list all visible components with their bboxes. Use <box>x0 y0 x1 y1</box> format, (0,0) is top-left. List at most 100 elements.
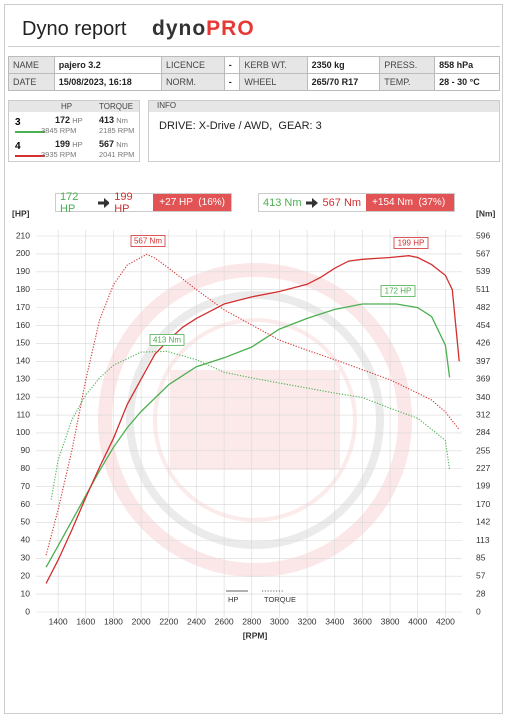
torque-rpm: 2041 RPM <box>99 150 135 159</box>
y-tick-label: 20 <box>21 570 31 580</box>
hp-rpm: 3935 RPM <box>41 150 77 159</box>
annotation-box <box>130 235 166 247</box>
brand: dynoPRO <box>152 17 255 41</box>
y2-tick-label: 539 <box>476 266 490 276</box>
report-frame <box>4 4 503 714</box>
y2-tick-label: 312 <box>476 409 490 419</box>
info-value: pajero 3.2 <box>53 56 162 74</box>
info-value: 28 - 30 °C <box>434 73 500 91</box>
hp-rpm: 3845 RPM <box>41 126 77 135</box>
info-label: LICENCE <box>160 56 225 74</box>
hp-value: 172 <box>55 115 71 125</box>
y-tick-label: 40 <box>21 535 31 545</box>
runs-header: HP TORQUE <box>9 101 139 112</box>
info-value: - <box>223 73 241 91</box>
comparison-delta: +154 Nm (37%) <box>366 194 454 211</box>
x-tick-label: 4200 <box>436 616 455 626</box>
info-row: DATE 15/08/2023, 16:18 NORM. - WHEEL 265/70 R… <box>8 73 500 91</box>
y-tick-label: 110 <box>16 409 30 419</box>
x-tick-label: 2400 <box>187 616 206 626</box>
info-label: WHEEL <box>239 73 308 91</box>
y2-tick-label: 482 <box>476 302 490 312</box>
x-tick-label: 1400 <box>49 616 68 626</box>
annotation: 567 Nm <box>134 237 162 246</box>
y2-tick-label: 0 <box>476 606 481 616</box>
x-tick-label: 4000 <box>408 616 427 626</box>
y-tick-label: 140 <box>16 356 30 366</box>
info-label: KERB WT. <box>239 56 308 74</box>
y-tick-label: 120 <box>16 391 30 401</box>
info-row: NAME pajero 3.2 LICENCE - KERB WT. 2350 kg PRE… <box>8 56 500 74</box>
x-tick-label: 3200 <box>298 616 317 626</box>
info-label: TEMP. <box>379 73 436 91</box>
comparison-from: 172 HP <box>60 190 79 215</box>
y2-tick-label: 57 <box>476 570 486 580</box>
y2-axis-label: [Nm] <box>476 208 496 218</box>
data-line <box>50 350 451 500</box>
comparison-to: 567 Nm <box>322 196 362 209</box>
x-tick-label: 3400 <box>325 616 344 626</box>
run-hp: 199 HP <box>55 139 83 149</box>
y-tick-label: 60 <box>21 499 31 509</box>
y2-tick-label: 454 <box>476 320 490 330</box>
watermark <box>98 263 412 577</box>
y2-tick-label: 397 <box>476 356 490 366</box>
hp-unit: HP <box>72 140 83 149</box>
info-text: DRIVE: X-Drive / AWD, GEAR: 3 <box>159 120 322 132</box>
y-tick-label: 200 <box>16 248 30 258</box>
info-title: INFO <box>149 101 499 112</box>
hp-value: 199 <box>55 139 71 149</box>
y2-tick-label: 511 <box>476 284 490 294</box>
y-tick-label: 30 <box>21 553 31 563</box>
y-tick-label: 50 <box>21 517 31 527</box>
arrow <box>98 197 110 208</box>
torque-unit: Nm <box>116 116 128 125</box>
run-row: 4 199 HP 3935 RPM 567 Nm 2041 RPM <box>9 138 139 162</box>
y2-tick-label: 142 <box>476 517 490 527</box>
x-tick-label: 3800 <box>381 616 400 626</box>
y2-tick-label: 85 <box>476 553 486 563</box>
y2-tick-label: 284 <box>476 427 490 437</box>
run-number: 3 <box>15 117 21 128</box>
annotation: 199 HP <box>398 239 425 248</box>
info-box: INFO DRIVE: X-Drive / AWD, GEAR: 3 <box>148 100 500 162</box>
info-value: 265/70 R17 <box>306 73 381 91</box>
annotation: 413 Nm <box>153 336 181 345</box>
annotation: 172 HP <box>385 287 412 296</box>
hp-unit: HP <box>72 116 83 125</box>
y-tick-label: 130 <box>16 373 30 383</box>
arrow-shape <box>305 197 318 208</box>
y2-tick-label: 199 <box>476 481 490 491</box>
torque-rpm: 2185 RPM <box>99 126 135 135</box>
y2-tick-label: 255 <box>476 445 490 455</box>
legend-label: TORQUE <box>264 595 296 604</box>
legend-label: HP <box>228 595 238 604</box>
x-tick-label: 2000 <box>132 616 151 626</box>
y-tick-label: 210 <box>16 230 30 240</box>
torque-value: 567 <box>99 139 115 149</box>
x-tick-label: 2200 <box>159 616 178 626</box>
annotation-box <box>393 237 429 249</box>
y2-tick-label: 28 <box>476 589 486 599</box>
y-tick-label: 170 <box>16 302 30 312</box>
y-tick-label: 100 <box>16 427 30 437</box>
runs-header-cell: TORQUE <box>99 102 134 111</box>
info-label: DATE <box>8 73 55 91</box>
y-tick-label: 80 <box>21 463 31 473</box>
y2-tick-label: 567 <box>476 249 490 259</box>
torque-value: 413 <box>99 115 115 125</box>
x-tick-label: 3600 <box>353 616 372 626</box>
info-table: NAME pajero 3.2 LICENCE - KERB WT. 2350 kg PRE… <box>8 56 500 91</box>
arrow <box>305 197 318 208</box>
x-tick-label: 1600 <box>76 616 95 626</box>
info-label: NAME <box>8 56 55 74</box>
x-tick-label: 1800 <box>104 616 123 626</box>
run-torque: 413 Nm <box>99 115 128 125</box>
y2-tick-label: 340 <box>476 392 490 402</box>
runs-box: HP TORQUE 3 172 HP 3845 RPM 413 Nm 2185 RPM 4… <box>8 100 140 162</box>
y-tick-label: 160 <box>16 320 30 330</box>
run-torque: 567 Nm <box>99 139 128 149</box>
run-row: 3 172 HP 3845 RPM 413 Nm 2185 RPM <box>9 114 139 138</box>
y-axis-label: [HP] <box>12 208 30 218</box>
